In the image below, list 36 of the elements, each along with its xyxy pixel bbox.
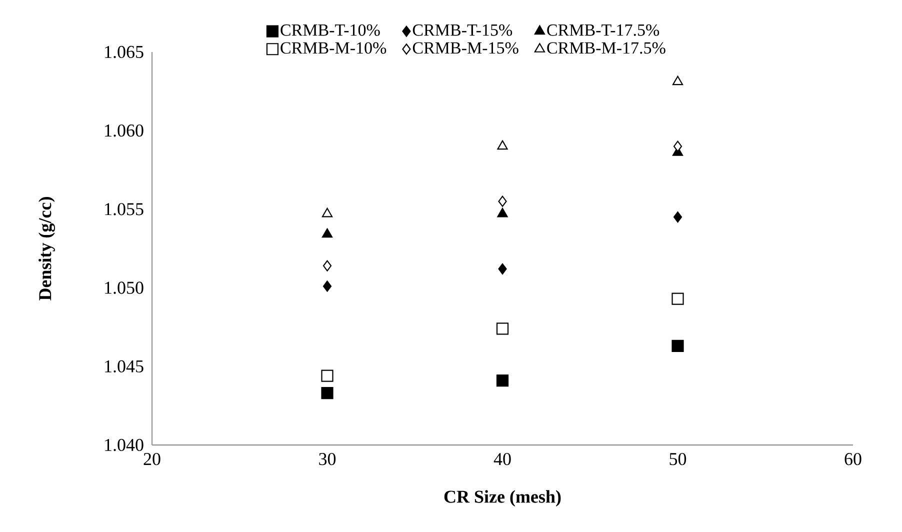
point <box>673 140 682 152</box>
x-tick-label: 60 <box>844 452 862 466</box>
x-tick-label: 50 <box>670 452 686 466</box>
y-tick-label: 1.040 <box>105 438 144 452</box>
x-axis-title: CR Size (mesh) <box>444 490 561 506</box>
x-tick-label: 40 <box>494 452 511 466</box>
point <box>496 374 509 387</box>
point <box>498 263 507 274</box>
point <box>672 292 684 305</box>
point <box>497 208 508 218</box>
y-tick-label: 1.045 <box>105 360 144 372</box>
point <box>322 280 332 292</box>
point <box>673 212 682 223</box>
legend-label: CRMB-T-17.5% <box>547 24 660 36</box>
point <box>496 322 509 335</box>
point <box>321 387 334 400</box>
point <box>322 260 332 272</box>
point <box>322 208 333 218</box>
legend-label: CRMB-T-15% <box>412 24 512 36</box>
legend-label: CRMB-T-10% <box>280 24 380 36</box>
point <box>672 340 684 352</box>
legend-label: CRMB-M-15% <box>412 42 518 54</box>
y-tick-label: 1.065 <box>105 46 144 58</box>
x-tick-label: 30 <box>319 452 336 466</box>
y-axis-title: Density (g/cc) <box>38 197 56 300</box>
y-tick-label: 1.050 <box>105 282 144 294</box>
legend-label: CRMB-M-17.5% <box>547 42 666 54</box>
y-tick-label: 1.055 <box>105 203 144 216</box>
y-tick-label: 1.060 <box>105 124 144 137</box>
x-tick-label: 20 <box>144 452 160 466</box>
point <box>321 370 334 382</box>
point <box>672 76 684 86</box>
legend-label: CRMB-M-10% <box>280 42 386 54</box>
point <box>322 228 333 238</box>
point <box>497 140 508 150</box>
point <box>498 196 507 207</box>
